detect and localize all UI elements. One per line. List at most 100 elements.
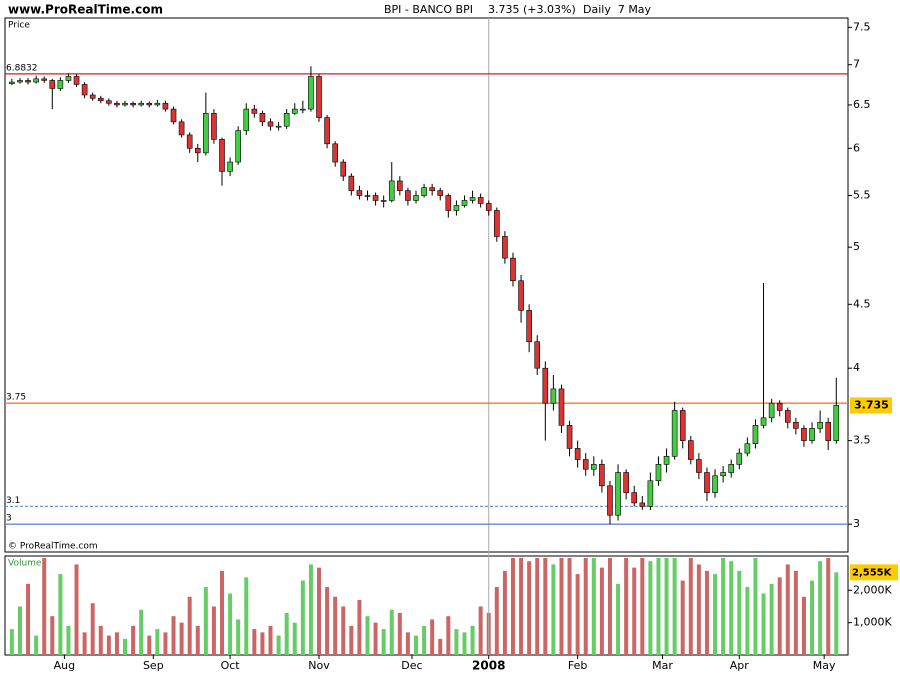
volume-bar bbox=[753, 557, 758, 655]
candle-body bbox=[324, 117, 330, 145]
price-label: Price bbox=[8, 21, 30, 31]
candle-body bbox=[162, 102, 169, 110]
volume-bar bbox=[494, 587, 499, 655]
volume-bar bbox=[591, 557, 596, 655]
reference-label: 3 bbox=[6, 514, 12, 524]
candle-body bbox=[623, 472, 629, 493]
volume-bar bbox=[106, 635, 111, 655]
volume-bar bbox=[656, 557, 661, 655]
candle-body bbox=[752, 425, 759, 445]
candle-body bbox=[502, 236, 508, 259]
volume-bar bbox=[785, 564, 790, 655]
candle-body bbox=[599, 464, 605, 487]
candle-body bbox=[178, 121, 185, 136]
y-tick-label: 3.5 bbox=[853, 434, 871, 447]
volume-bar bbox=[478, 606, 483, 655]
y-tick-label: 6.5 bbox=[853, 98, 871, 111]
candle-body bbox=[405, 190, 411, 201]
volume-bar bbox=[446, 616, 451, 655]
volume-bar bbox=[260, 632, 265, 655]
candle-body bbox=[542, 367, 549, 404]
volume-bar bbox=[438, 638, 443, 655]
volume-bar bbox=[599, 567, 604, 655]
volume-bar bbox=[567, 557, 572, 655]
volume-bar bbox=[163, 632, 168, 655]
candle-body bbox=[453, 205, 460, 211]
candle-body bbox=[558, 388, 565, 426]
volume-bar bbox=[139, 609, 144, 655]
volume-bar bbox=[349, 625, 354, 655]
volume-bar bbox=[17, 606, 22, 655]
candles bbox=[9, 66, 840, 525]
volume-bar bbox=[510, 557, 515, 655]
volume-bar bbox=[616, 583, 621, 655]
candle-body bbox=[477, 197, 484, 204]
volume-bar bbox=[696, 564, 701, 655]
volume-bar bbox=[543, 557, 548, 655]
y-tick-label: 4 bbox=[853, 361, 860, 374]
x-tick-label: Feb bbox=[568, 659, 587, 672]
candle-body bbox=[574, 448, 581, 460]
volume-bar bbox=[276, 635, 281, 655]
volume-bar bbox=[397, 612, 402, 655]
volume-bar bbox=[171, 616, 176, 655]
candle-body bbox=[429, 187, 435, 191]
volume-bar bbox=[826, 557, 831, 655]
candle-body bbox=[89, 94, 96, 99]
candle-body bbox=[712, 475, 718, 493]
x-tick-label: Aug bbox=[54, 659, 75, 672]
volume-bar bbox=[583, 557, 588, 655]
candle-body bbox=[510, 257, 516, 282]
candle-body bbox=[219, 139, 225, 172]
volume-bars bbox=[9, 557, 839, 655]
volume-bar bbox=[704, 570, 709, 655]
volume-bar bbox=[470, 625, 475, 655]
candle-body bbox=[663, 456, 670, 465]
candle-body bbox=[793, 422, 799, 429]
candle-body bbox=[17, 80, 23, 83]
candle-body bbox=[194, 148, 201, 154]
candle-body bbox=[138, 102, 144, 106]
title: BPI - BANCO BPI bbox=[384, 3, 473, 16]
volume-bar bbox=[74, 564, 79, 655]
volume-bar bbox=[632, 567, 637, 655]
candle-body bbox=[154, 102, 161, 106]
site: www.ProRealTime.com bbox=[8, 3, 163, 17]
volume-bar bbox=[373, 622, 378, 655]
volume-bar bbox=[745, 587, 750, 655]
candle-body bbox=[736, 452, 743, 465]
volume-bar bbox=[90, 603, 95, 655]
volume-label: Volume bbox=[8, 559, 42, 569]
candle-body bbox=[566, 425, 573, 449]
volume-bar bbox=[502, 570, 507, 655]
candle-body bbox=[170, 108, 177, 123]
candle-body bbox=[704, 472, 710, 493]
volume-bar bbox=[268, 625, 273, 655]
y-tick-label: 5.5 bbox=[853, 189, 871, 202]
candle-body bbox=[469, 197, 476, 201]
y-tick-label: 7 bbox=[853, 58, 860, 71]
volume-bar bbox=[405, 632, 410, 655]
candle-body bbox=[801, 428, 807, 441]
last-price-box bbox=[850, 397, 892, 414]
candle-body bbox=[114, 102, 120, 106]
volume-bar bbox=[357, 600, 362, 655]
volume-bar bbox=[454, 629, 459, 655]
candle-body bbox=[421, 187, 427, 196]
x-tick-label: Mar bbox=[652, 659, 673, 672]
volume-bar bbox=[220, 570, 225, 655]
price-panel bbox=[4, 17, 849, 553]
volume-bar bbox=[834, 572, 839, 655]
volume-bar bbox=[413, 635, 418, 655]
candle-body bbox=[397, 180, 403, 191]
candle-body bbox=[65, 76, 72, 81]
volume-bar bbox=[389, 609, 394, 655]
candle-body bbox=[413, 195, 419, 201]
candle-body bbox=[251, 108, 258, 114]
volume-bar bbox=[777, 577, 782, 655]
candle-body bbox=[582, 459, 589, 470]
candle-body bbox=[631, 492, 638, 504]
volume-bar bbox=[793, 570, 798, 655]
candle-body bbox=[9, 81, 15, 84]
candle-body bbox=[25, 80, 31, 83]
